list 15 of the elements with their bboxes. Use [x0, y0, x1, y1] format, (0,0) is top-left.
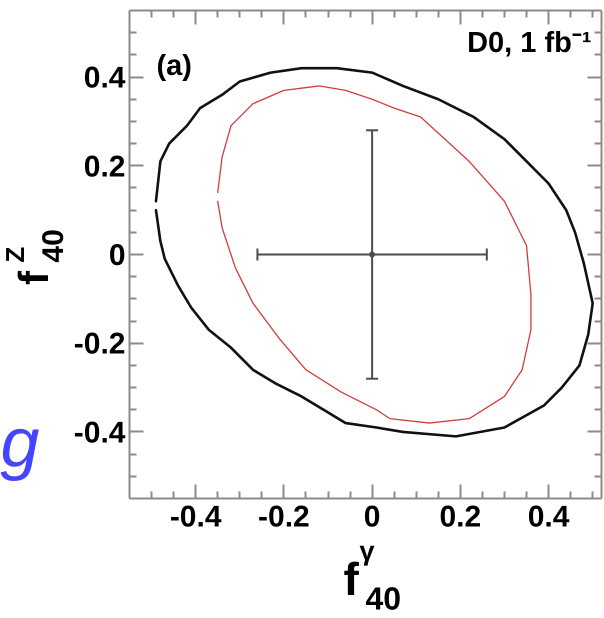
y-tick-label: 0 [108, 239, 126, 272]
text: g [0, 404, 40, 482]
y-axis-title: fZ40 [0, 229, 70, 285]
x-tick-label: 0.4 [528, 500, 570, 534]
x-tick-label: -0.2 [258, 500, 310, 534]
y-tick-label: -0.4 [74, 416, 126, 450]
x-tick-label: 0 [364, 500, 380, 534]
x-tick-label: -0.4 [170, 500, 222, 534]
annotation: (a) [156, 50, 192, 82]
y-tick-label: -0.2 [74, 328, 126, 361]
line-series [217, 85, 532, 424]
y-tick-label: 0.4 [84, 62, 126, 95]
y-tick-label: 0.2 [84, 150, 126, 184]
annotation: D0, 1 fb⁻¹ [467, 27, 592, 60]
x-tick-label: 0.2 [439, 500, 482, 534]
